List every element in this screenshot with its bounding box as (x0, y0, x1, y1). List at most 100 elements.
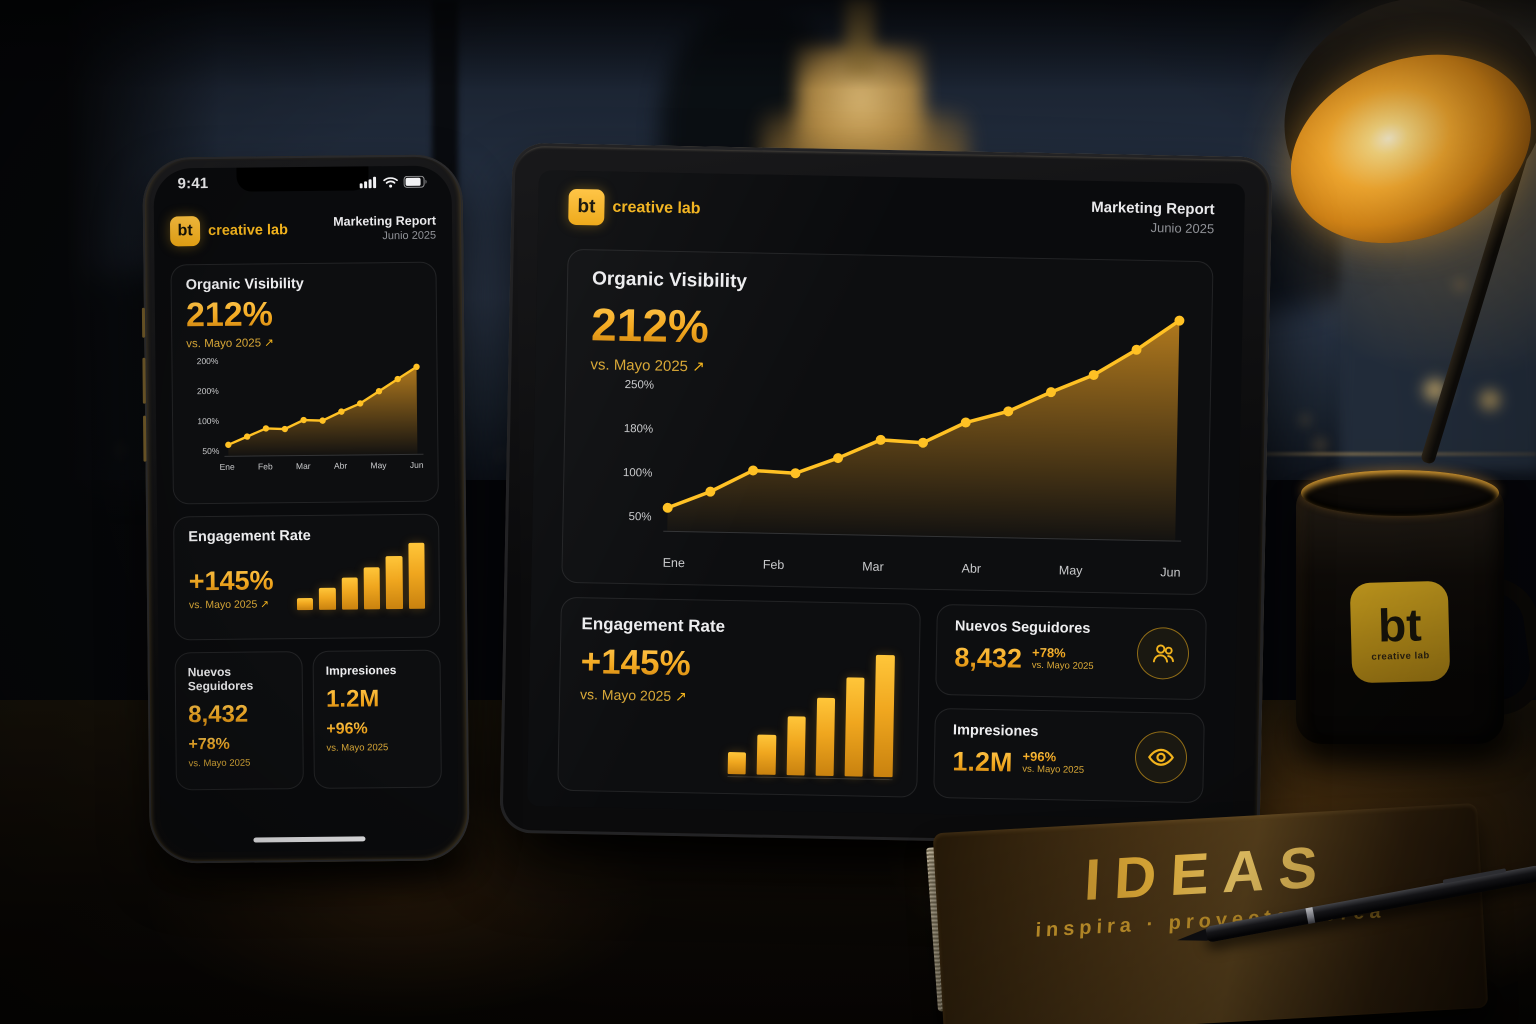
kpi-card-row: Nuevos Seguidores 8,432 +78% vs. Mayo 20… (174, 649, 442, 791)
x-axis-ticks: Ene Feb Mar Abr May Jun (220, 460, 424, 472)
mug-glowing-rim (1301, 470, 1499, 516)
kpi-column: Nuevos Seguidores 8,432 +78% vs. Mayo 20… (932, 603, 1207, 804)
bt-logo: bt (568, 188, 605, 226)
bar (727, 752, 747, 775)
engagement-bar-chart (727, 652, 895, 781)
tick-label: May (370, 460, 387, 471)
engagement-rate-card: Engagement Rate +145% vs. Mayo 2025 ↗ (173, 513, 441, 641)
bar (385, 555, 403, 610)
smartphone: 9:41 bt creative lab Marketing Report Ju… (141, 154, 470, 864)
metric-value: +145% (188, 565, 274, 597)
mug-logo-text: bt (1377, 598, 1423, 652)
battery-icon (403, 175, 427, 188)
metric-value: 1.2M (326, 685, 428, 714)
engagement-rate-card: Engagement Rate +145% vs. Mayo 2025 ↗ (557, 596, 921, 798)
card-title: Nuevos Seguidores (187, 664, 254, 694)
impressions-card: Impresiones 1.2M +96% vs. Mayo 2025 (932, 707, 1205, 804)
card-title: Organic Visibility (591, 268, 748, 293)
tablet: bt creative lab Marketing Report Junio 2… (499, 142, 1273, 848)
metric-value: 1.2M (952, 745, 1013, 777)
signal-icon (359, 176, 377, 188)
tick-label: Abr (333, 460, 348, 472)
clock: 9:41 (177, 175, 209, 193)
tick-label: 100% (622, 466, 653, 480)
trend-arrow-icon: ↗ (264, 337, 274, 350)
tick-label: Feb (257, 461, 273, 472)
tick-label: Mar (862, 559, 884, 574)
tick-label: 250% (624, 378, 655, 392)
followers-card: Nuevos Seguidores 8,432 +78% vs. Mayo 20… (934, 603, 1207, 700)
metric-value: 212% (186, 295, 422, 335)
report-title: Marketing Report (1091, 198, 1215, 219)
metric-compare: vs. Mayo 2025 (188, 757, 251, 770)
bt-logo: bt creative lab (1349, 580, 1451, 684)
bar (341, 577, 359, 610)
tick-label: 200% (196, 386, 219, 397)
metric-delta: +78% (188, 735, 290, 754)
y-axis-ticks: 250% 180% 100% 50% (587, 378, 655, 524)
organic-visibility-card: Organic Visibility 212% vs. Mayo 2025 ↗ … (170, 261, 439, 505)
bottom-card-row: Engagement Rate +145% vs. Mayo 2025 ↗ Nu… (557, 596, 1207, 804)
impressions-card: Impresiones 1.2M +96% vs. Mayo 2025 (312, 649, 442, 789)
tick-label: Jun (409, 460, 424, 471)
organic-visibility-card: Organic Visibility 212% vs. Mayo 2025 ↗ … (561, 248, 1214, 596)
report-title: Marketing Report (333, 213, 437, 229)
trend-arrow-icon: ↗ (691, 358, 705, 376)
eye-icon (1148, 748, 1174, 766)
users-icon (1152, 644, 1174, 663)
tick-label: Mar (295, 461, 311, 472)
card-title: Engagement Rate (581, 614, 726, 636)
tick-label: 100% (197, 416, 220, 427)
phone-ringer-switch (141, 307, 146, 338)
phone-screen: 9:41 bt creative lab Marketing Report Ju… (153, 165, 459, 853)
tablet-screen: bt creative lab Marketing Report Junio 2… (526, 170, 1246, 820)
metric-value: 212% (591, 298, 1188, 362)
brand-name: creative lab (207, 222, 288, 240)
tick-label: Ene (219, 462, 235, 473)
window-sill-highlight (1230, 452, 1536, 456)
organic-visibility-line-chart (662, 287, 1186, 542)
tick-label: Abr (961, 561, 982, 576)
phone-status-bar: 9:41 (154, 172, 452, 192)
tick-label: Ene (662, 555, 686, 571)
bar (844, 677, 865, 777)
trend-arrow-icon: ↗ (260, 598, 270, 611)
coffee-mug: bt creative lab (1296, 470, 1536, 744)
bar (786, 716, 806, 776)
bar (319, 587, 336, 610)
followers-icon-button[interactable] (1136, 627, 1190, 681)
wifi-icon (383, 176, 398, 188)
organic-visibility-line-chart (223, 354, 424, 458)
metric-compare: vs. Mayo 2025 ↗ (188, 598, 270, 612)
metric-delta: +96% (326, 720, 428, 739)
tick-label: Feb (762, 557, 785, 573)
tick-label: May (1058, 563, 1083, 578)
trend-arrow-icon: ↗ (674, 687, 687, 705)
bar (756, 734, 776, 775)
metric-compare: vs. Mayo 2025 ↗ (186, 337, 274, 351)
y-axis-ticks: 200% 200% 100% 50% (186, 356, 224, 456)
metric-value: 8,432 (954, 642, 1023, 674)
card-title: Impresiones (325, 663, 397, 678)
home-indicator[interactable] (253, 836, 366, 843)
phone-report-header: bt creative lab Marketing Report Junio 2… (169, 213, 437, 247)
x-axis-ticks: Ene Feb Mar Abr May Jun (663, 556, 1181, 580)
tick-label: 180% (623, 422, 654, 436)
engagement-bar-chart (296, 542, 426, 611)
tick-label: 50% (202, 446, 220, 457)
report-date: Junio 2025 (382, 229, 437, 243)
metric-value: 8,432 (188, 700, 290, 729)
bar (873, 654, 895, 778)
ceiling-shadow (0, 0, 1536, 90)
followers-card: Nuevos Seguidores 8,432 +78% vs. Mayo 20… (174, 651, 304, 791)
bt-logo: bt (169, 216, 201, 247)
impressions-icon-button[interactable] (1134, 730, 1188, 784)
pen-tip (1176, 928, 1208, 947)
tick-label: 50% (628, 511, 652, 524)
bar (815, 697, 836, 777)
metric-compare: vs. Mayo 2025 (326, 742, 389, 754)
mug-brand-text: creative lab (1371, 650, 1430, 663)
phone-volume-button (143, 415, 147, 462)
report-date: Junio 2025 (1150, 220, 1215, 237)
